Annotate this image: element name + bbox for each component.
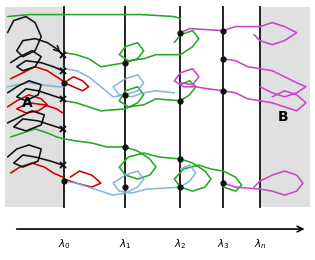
Text: B: B [278, 110, 288, 124]
Text: $\lambda_2$: $\lambda_2$ [174, 237, 187, 251]
Bar [4, 6, 64, 207]
Text: A: A [22, 96, 33, 110]
Text: $\lambda_0$: $\lambda_0$ [58, 237, 71, 251]
Text: $\lambda_n$: $\lambda_n$ [254, 237, 266, 251]
Text: $\lambda_3$: $\lambda_3$ [217, 237, 230, 251]
Bar [260, 6, 311, 207]
Text: $\lambda_1$: $\lambda_1$ [119, 237, 132, 251]
